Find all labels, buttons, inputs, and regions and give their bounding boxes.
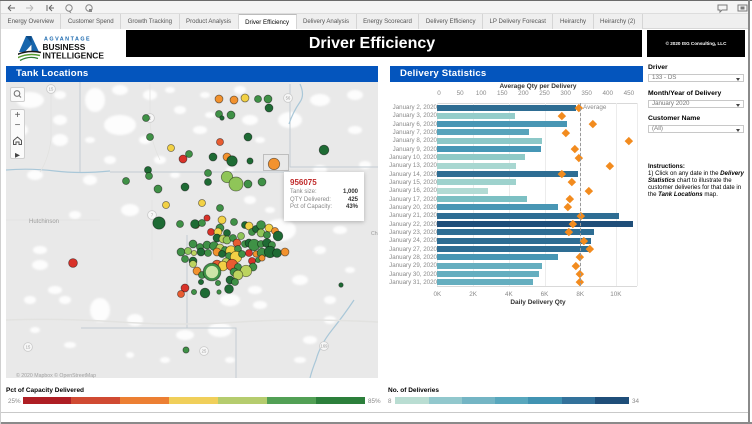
svg-text:AGVANTAGE: AGVANTAGE <box>44 37 91 43</box>
svg-text:© 2020 Mapbox © OpenStreetMap: © 2020 Mapbox © OpenStreetMap <box>16 372 96 378</box>
svg-text:15: 15 <box>26 345 31 350</box>
svg-text:7: 7 <box>151 213 154 218</box>
svg-text:2: 2 <box>149 116 152 121</box>
svg-text:Hutchinson: Hutchinson <box>29 219 59 225</box>
svg-text:BUSINESS: BUSINESS <box>43 42 86 52</box>
svg-text:INTELLIGENCE: INTELLIGENCE <box>43 51 105 61</box>
svg-text:25: 25 <box>202 349 207 354</box>
svg-text:169: 169 <box>321 344 329 349</box>
svg-text:Cha: Cha <box>371 231 378 237</box>
svg-text:56: 56 <box>286 96 291 101</box>
svg-text:15: 15 <box>49 87 54 92</box>
